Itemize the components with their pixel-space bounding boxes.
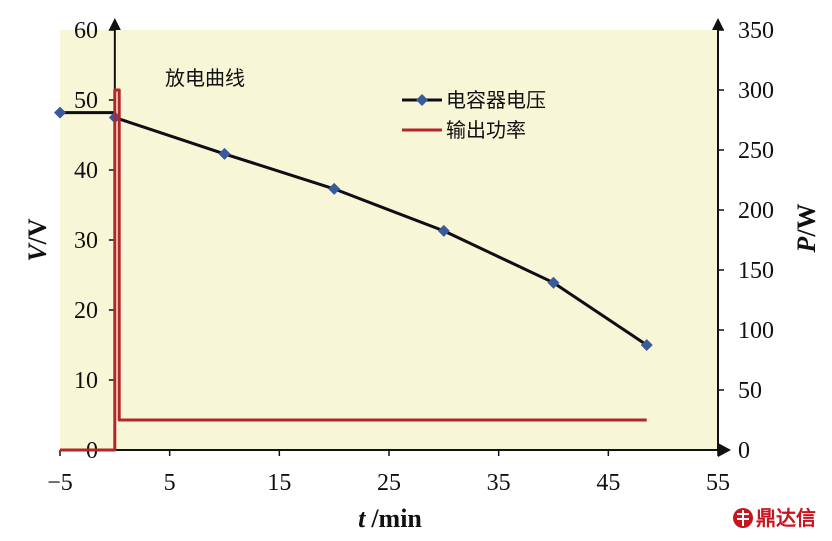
voltage-data-point <box>437 224 450 237</box>
right-y-axis-title: P/W <box>792 203 821 253</box>
left-y-tick-label: 20 <box>74 298 98 324</box>
right-y-tick-label: 100 <box>738 318 774 344</box>
right-y-tick-label: 150 <box>738 258 774 284</box>
legend: 电容器电压 输出功率 <box>402 88 546 142</box>
left-y-axis-arrow <box>108 18 121 30</box>
right-y-tick-label: 350 <box>738 18 774 44</box>
left-y-tick-label: 40 <box>74 158 98 184</box>
x-tick-label: 55 <box>706 470 730 496</box>
series-layer <box>54 88 653 452</box>
power-series-line <box>60 88 647 452</box>
left-y-axis-title: V/V <box>23 218 52 262</box>
voltage-data-point <box>640 339 653 351</box>
watermark-text: 鼎达信 <box>756 506 816 530</box>
left-y-tick-label: 30 <box>74 228 98 254</box>
legend-power-label: 输出功率 <box>446 118 526 142</box>
right-y-tick-label: 200 <box>738 198 774 224</box>
x-tick-label: −5 <box>47 470 73 496</box>
right-y-tick-label: 300 <box>738 78 774 104</box>
x-axis-arrow <box>718 443 731 457</box>
x-tick-label: 5 <box>164 470 176 496</box>
right-y-axis-ticks: 0 50 100 150 200 250 300 350 <box>718 18 774 464</box>
legend-voltage-marker <box>416 94 428 106</box>
right-y-tick-label: 50 <box>738 378 762 404</box>
voltage-data-point <box>54 106 66 119</box>
right-y-tick-label: 0 <box>738 438 750 464</box>
logo-seal-icon <box>733 508 753 528</box>
x-tick-label: 45 <box>596 470 620 496</box>
x-tick-label: 25 <box>377 470 401 496</box>
voltage-data-point <box>547 276 560 289</box>
right-y-tick-label: 250 <box>738 138 774 164</box>
left-y-tick-label: 10 <box>74 368 98 394</box>
right-y-axis-arrow <box>712 18 724 30</box>
voltage-data-point <box>218 147 231 160</box>
legend-voltage-label: 电容器电压 <box>446 88 546 112</box>
voltage-data-point <box>328 182 341 195</box>
x-tick-label: 15 <box>267 470 291 496</box>
x-tick-label: 35 <box>487 470 511 496</box>
watermark: 鼎达信 <box>733 506 816 530</box>
left-y-tick-label: 50 <box>74 88 98 114</box>
plot-area <box>60 30 718 450</box>
left-y-tick-label: 60 <box>74 18 98 44</box>
x-axis-ticks: −5 5 15 25 35 45 55 <box>47 450 730 496</box>
x-axis-title: t/min <box>358 504 422 533</box>
chart-annotation: 放电曲线 <box>165 66 245 90</box>
